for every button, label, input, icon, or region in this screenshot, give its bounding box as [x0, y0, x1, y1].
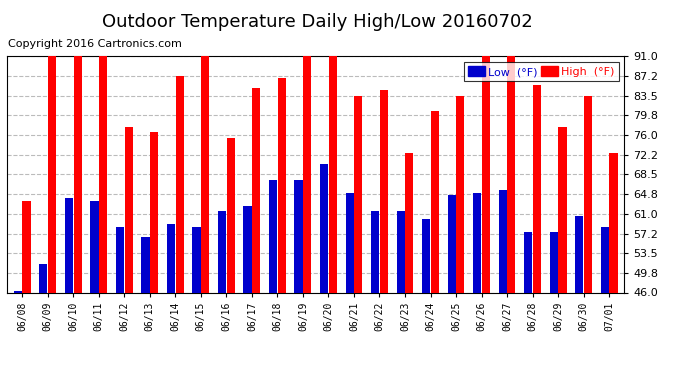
Bar [473, 193, 482, 375]
Bar [14, 291, 22, 375]
Text: Outdoor Temperature Daily High/Low 20160702: Outdoor Temperature Daily High/Low 20160… [102, 13, 533, 31]
Text: Copyright 2016 Cartronics.com: Copyright 2016 Cartronics.com [8, 39, 182, 50]
Bar [550, 232, 558, 375]
Bar [74, 56, 81, 375]
Bar [252, 88, 260, 375]
Bar [23, 201, 30, 375]
Bar [65, 198, 73, 375]
Bar [533, 85, 541, 375]
Bar [167, 224, 175, 375]
Bar [277, 78, 286, 375]
Bar [380, 90, 388, 375]
Bar [431, 111, 439, 375]
Bar [201, 56, 209, 375]
Bar [303, 56, 311, 375]
Bar [507, 56, 515, 375]
Bar [116, 227, 124, 375]
Bar [124, 127, 132, 375]
Bar [499, 190, 507, 375]
Bar [295, 180, 303, 375]
Bar [99, 56, 107, 375]
Bar [218, 211, 226, 375]
Bar [39, 264, 48, 375]
Bar [405, 153, 413, 375]
Bar [448, 195, 456, 375]
Bar [328, 56, 337, 375]
Bar [193, 227, 201, 375]
Bar [584, 96, 592, 375]
Bar [90, 201, 99, 375]
Bar [609, 153, 618, 375]
Bar [150, 132, 158, 375]
Bar [456, 96, 464, 375]
Bar [226, 138, 235, 375]
Bar [482, 56, 490, 375]
Bar [575, 216, 583, 375]
Bar [371, 211, 380, 375]
Bar [422, 219, 431, 375]
Bar [524, 232, 532, 375]
Bar [601, 227, 609, 375]
Bar [269, 180, 277, 375]
Bar [141, 237, 150, 375]
Bar [320, 164, 328, 375]
Bar [354, 96, 362, 375]
Bar [48, 56, 56, 375]
Bar [397, 211, 405, 375]
Legend: Low  (°F), High  (°F): Low (°F), High (°F) [464, 62, 619, 81]
Bar [175, 76, 184, 375]
Bar [244, 206, 252, 375]
Bar [346, 193, 354, 375]
Bar [558, 127, 566, 375]
